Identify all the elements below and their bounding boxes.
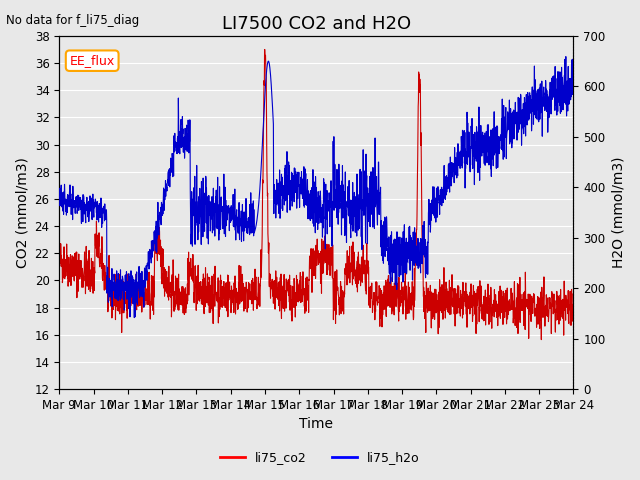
Text: No data for f_li75_diag: No data for f_li75_diag — [6, 14, 140, 27]
Legend: li75_co2, li75_h2o: li75_co2, li75_h2o — [215, 446, 425, 469]
Text: EE_flux: EE_flux — [70, 54, 115, 67]
Y-axis label: H2O (mmol/m3): H2O (mmol/m3) — [611, 157, 625, 268]
Y-axis label: CO2 (mmol/m3): CO2 (mmol/m3) — [15, 157, 29, 268]
X-axis label: Time: Time — [300, 418, 333, 432]
Title: LI7500 CO2 and H2O: LI7500 CO2 and H2O — [222, 15, 411, 33]
